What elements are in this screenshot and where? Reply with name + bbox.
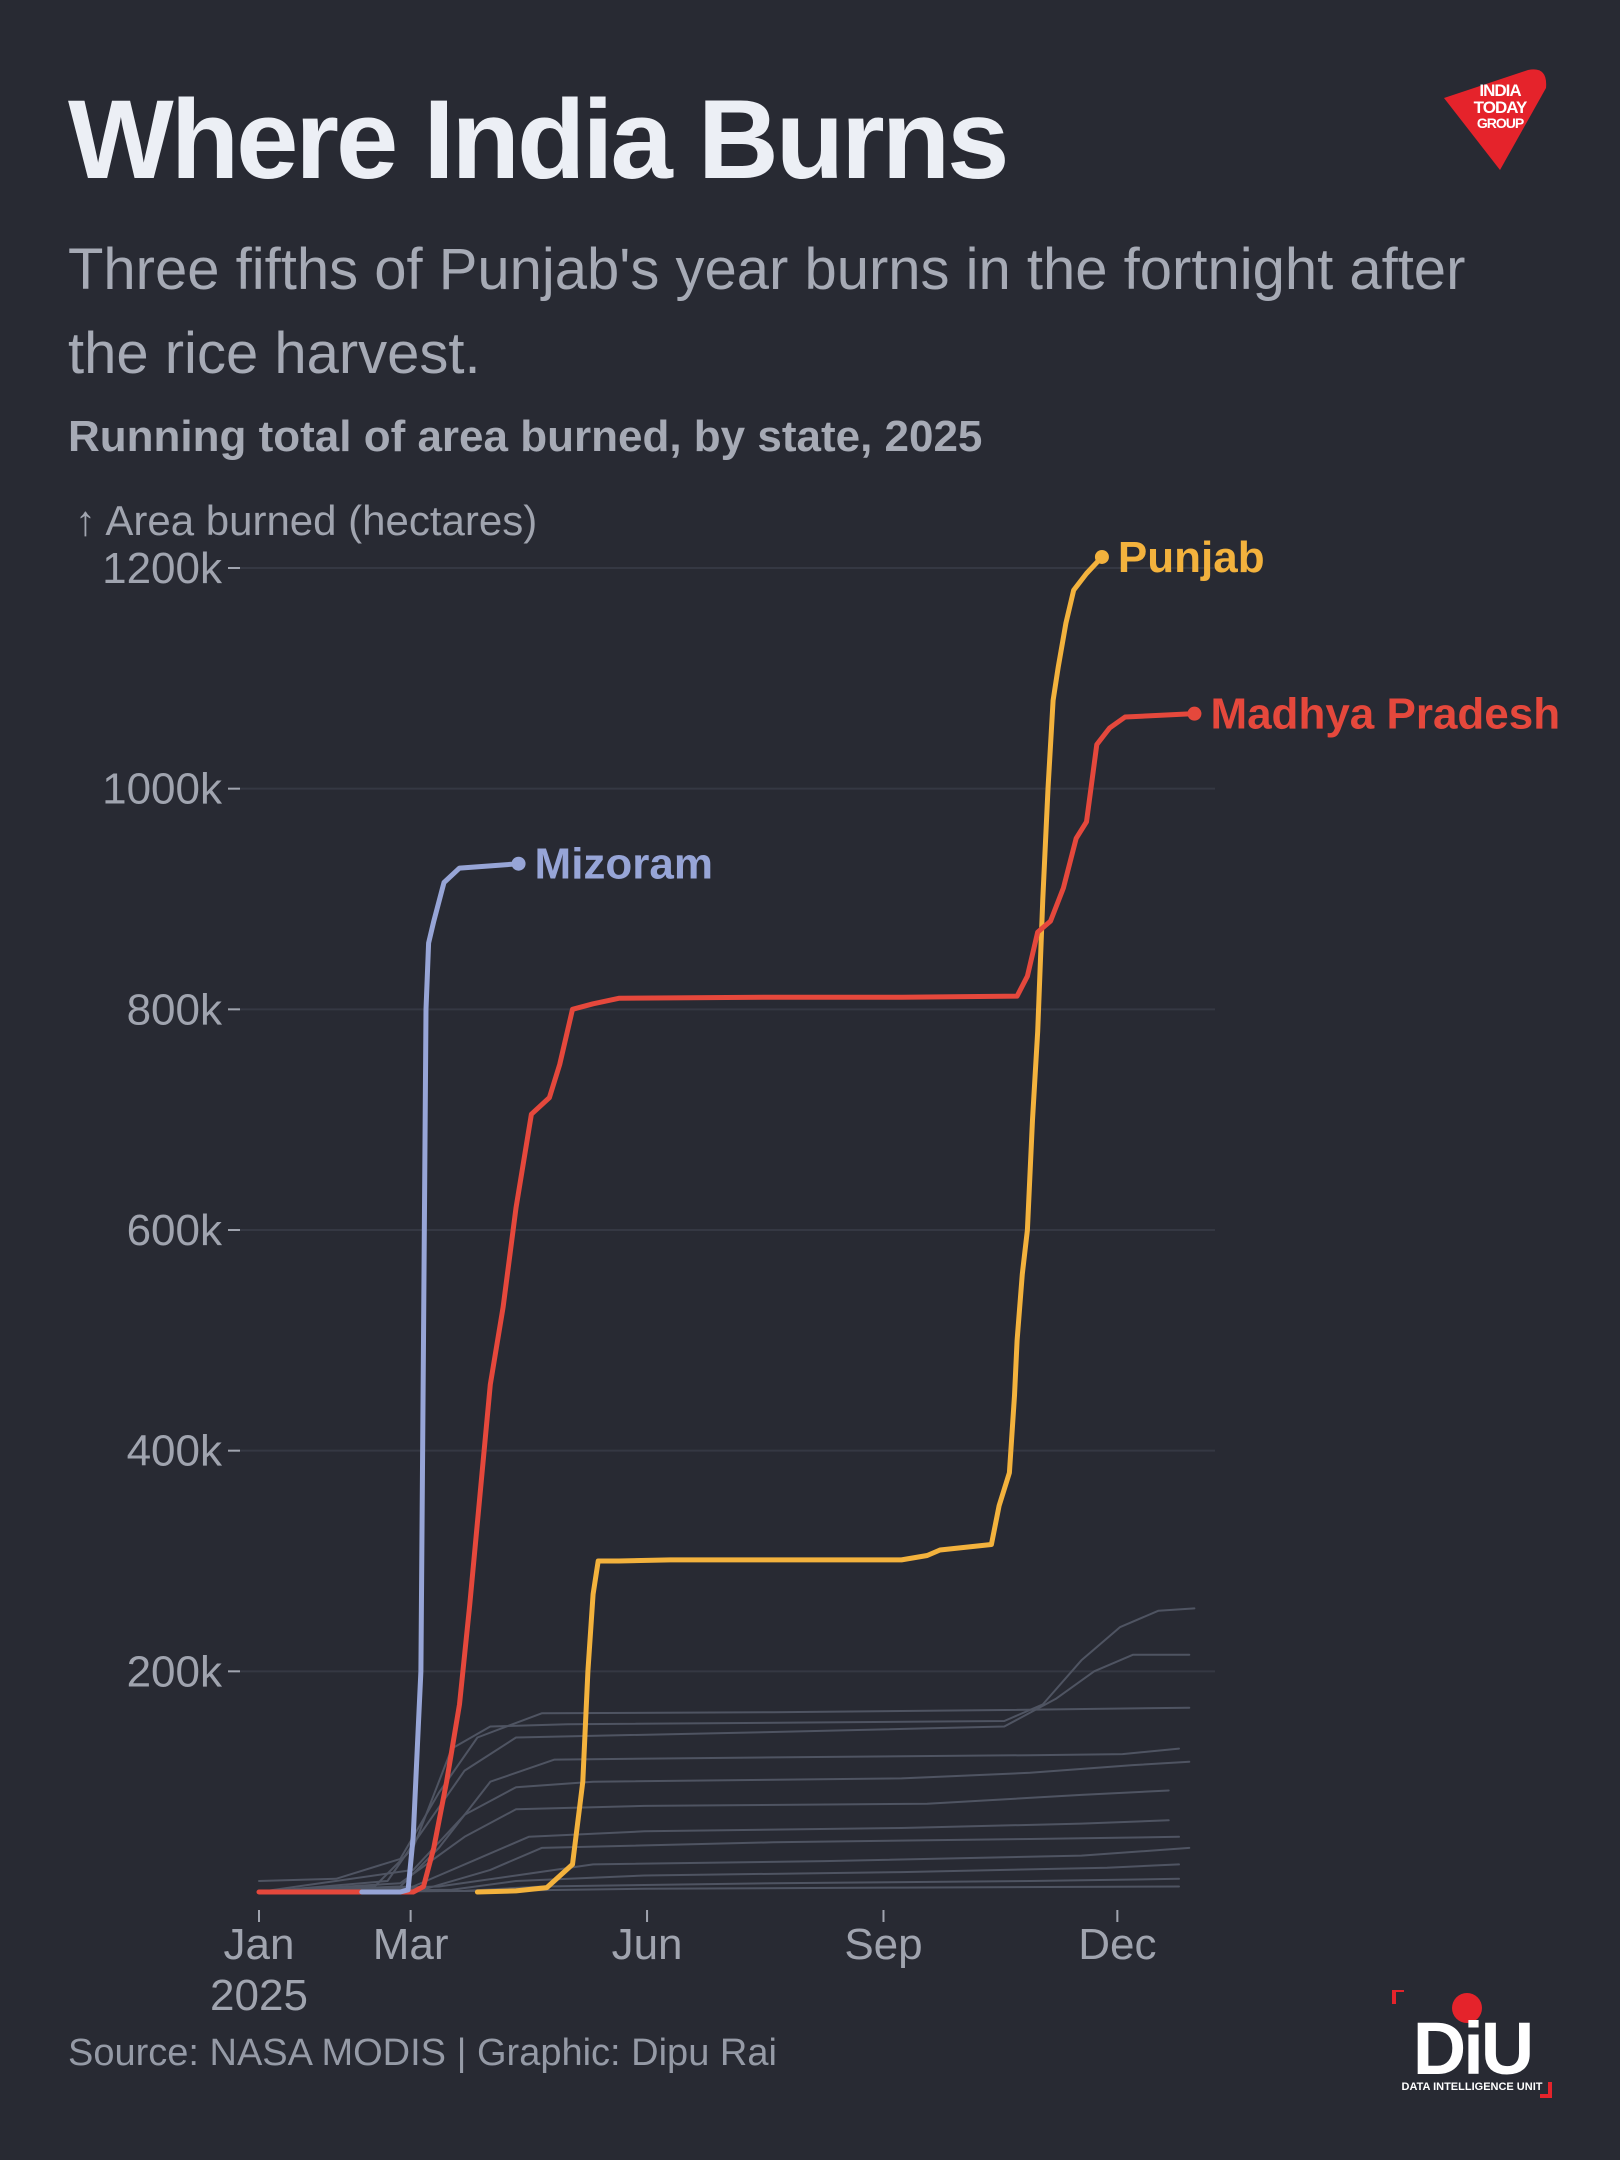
x-tick-label: Jan [224,1920,295,1969]
series-line-other-state [258,1706,1191,1882]
diu-logo: DiU DATA INTELLIGENCE UNIT [1392,1990,1552,2098]
series-line-other-state [258,1835,1180,1893]
y-tick-label: 1000k [102,765,223,814]
y-tick-label: 200k [127,1647,223,1696]
y-tick-label: 1200k [102,544,223,593]
series-line-other-state [258,1863,1180,1893]
diu-logo-bracket-right [1540,2082,1552,2098]
series-label: Punjab [1118,533,1265,582]
x-tick-label: Mar [373,1920,449,1969]
series-end-marker [1187,706,1202,721]
series-labels: Punjab Madhya Pradesh Mizoram [535,533,1561,889]
series-line-mizoram [359,861,522,1895]
chart-caption: Running total of area burned, by state, … [68,412,983,461]
india-today-logo-line-2: TODAY [1474,98,1528,117]
x-tick-label: Jun [612,1920,683,1969]
series-end-marker [511,856,526,871]
y-axis-label: ↑ Area burned (hectares) [75,497,537,544]
source-note: Source: NASA MODIS | Graphic: Dipu Rai [68,2032,777,2074]
series-line-other-state [258,1789,1170,1893]
grid-layer [233,567,1215,1673]
diu-logo-mark: DiU [1413,2007,1531,2090]
diu-logo-dot [1452,1993,1482,2023]
india-today-logo-line-3: GROUP [1477,115,1524,131]
x-tick-label: Dec [1078,1920,1156,1969]
series-line-madhya-pradesh [256,711,1197,1895]
india-today-group-logo: INDIA TODAY GROUP [1444,69,1547,170]
y-axis: 200k 400k 600k 800k 1000k 1200k [102,544,240,1696]
chart-title: Where India Burns [68,77,1009,202]
series-line-other-state [258,1760,1191,1893]
chart-subtitle: Three fifths of Punjab's year burns in t… [68,237,1466,386]
diu-logo-caption: DATA INTELLIGENCE UNIT [1402,2081,1543,2093]
y-tick-label: 800k [127,985,223,1034]
series-label: Mizoram [535,840,713,889]
diu-logo-bracket-left [1392,1990,1404,2004]
series-end-marker [1094,549,1109,564]
y-tick-label: 600k [127,1206,223,1255]
series-layer [256,549,1202,1895]
series-line-other-state [258,1846,1191,1893]
series-label: Madhya Pradesh [1210,690,1560,739]
india-today-logo-line-1: INDIA [1479,81,1521,100]
india-today-logo-shape [1444,69,1547,170]
y-tick-label: 400k [127,1427,223,1476]
x-tick-label: Sep [844,1920,922,1969]
series-line-punjab [474,554,1105,1895]
x-tick-sublabel: 2025 [210,1971,308,2020]
series-line-other-state [258,1607,1196,1893]
series-line-other-state [258,1747,1180,1893]
